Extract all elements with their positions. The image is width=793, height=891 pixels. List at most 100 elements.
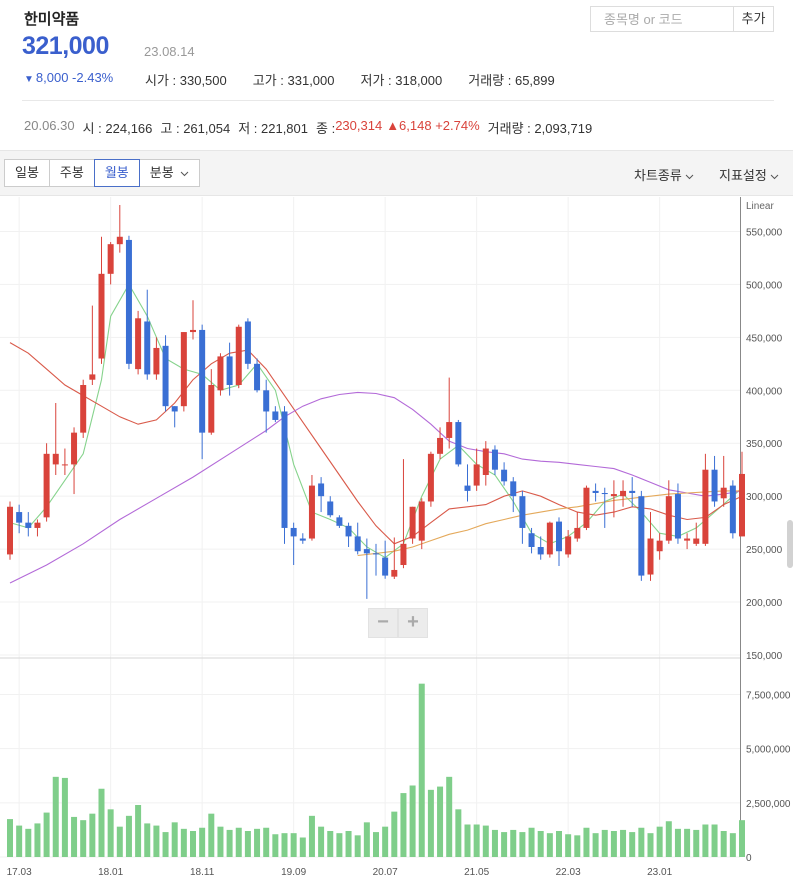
- candle: [308, 475, 315, 541]
- candle: [354, 522, 361, 555]
- volume-bar: [354, 835, 361, 857]
- price-chart[interactable]: Linear 550,000 500,000 450,000 400,000 350,0…: [0, 197, 793, 886]
- volume-bars: [7, 683, 745, 857]
- hover-high: 고 : 261,054: [160, 121, 231, 136]
- chart-type-menu[interactable]: 차트종류: [634, 165, 694, 184]
- candle: [473, 448, 480, 491]
- candle-body: [446, 422, 453, 438]
- volume-bar: [464, 824, 471, 857]
- volume-bar: [638, 827, 645, 857]
- candle: [52, 403, 59, 475]
- price-tick-label: 200,000: [746, 598, 783, 609]
- volume-bar: [116, 826, 123, 857]
- candle-body: [455, 422, 462, 465]
- volume-bar: [299, 837, 306, 857]
- daily-stats: 시가 : 330,500 고가 : 331,000 저가 : 318,000 거…: [145, 70, 581, 89]
- candle: [107, 242, 114, 285]
- candle: [199, 324, 206, 460]
- candle: [217, 353, 224, 396]
- volume-bar: [98, 788, 105, 857]
- hover-open: 시 : 224,166: [82, 121, 153, 136]
- moving-averages: [9, 283, 743, 584]
- candle-body: [620, 490, 627, 497]
- chart-type-label: 차트종류: [634, 168, 682, 183]
- volume-bar: [71, 816, 78, 857]
- stock-name: 한미약품: [24, 11, 80, 28]
- candle: [190, 300, 196, 340]
- price-tick-label: 450,000: [746, 333, 783, 344]
- candle-body: [116, 236, 123, 245]
- price-tick-label: 300,000: [746, 492, 783, 503]
- x-tick-label: 23.01: [647, 867, 672, 878]
- volume-bar: [519, 832, 526, 857]
- candle-body: [98, 273, 105, 359]
- candle-body: [125, 239, 132, 364]
- volume-bar: [720, 831, 727, 857]
- volume-bar: [208, 813, 215, 857]
- indicator-menu[interactable]: 지표설정: [719, 165, 779, 184]
- volume-bar: [107, 809, 114, 857]
- candle: [16, 504, 23, 534]
- tab-daily[interactable]: 일봉: [4, 159, 50, 187]
- candle: [610, 480, 617, 518]
- candle-body: [199, 329, 206, 433]
- volume-bar: [162, 832, 169, 857]
- candle-body: [153, 347, 160, 375]
- volume-bar: [391, 811, 398, 857]
- candle: [601, 487, 608, 528]
- add-button[interactable]: 추가: [734, 6, 774, 32]
- candle: [501, 462, 508, 486]
- zoom-in-button[interactable]: +: [398, 608, 428, 638]
- volume-bar: [363, 822, 370, 857]
- candle-body: [208, 385, 215, 433]
- candle: [61, 448, 68, 475]
- tab-minute[interactable]: 분봉: [138, 159, 201, 187]
- candle: [665, 480, 672, 544]
- candle-body: [638, 496, 645, 576]
- x-tick-label: 19.09: [281, 867, 306, 878]
- volume-bar: [409, 785, 416, 857]
- volume-bar: [629, 832, 636, 857]
- x-tick-label: 18.11: [190, 867, 215, 878]
- candle: [116, 205, 123, 253]
- candle-body: [592, 490, 599, 493]
- tab-monthly[interactable]: 월봉: [93, 159, 140, 187]
- volume-bar: [373, 832, 379, 857]
- candle: [565, 530, 572, 558]
- candle-body: [501, 469, 508, 482]
- candle: [409, 506, 416, 544]
- price-tick-label: 400,000: [746, 386, 783, 397]
- volume-bar: [427, 789, 434, 857]
- search-input[interactable]: [604, 12, 724, 27]
- volume-bar: [418, 683, 425, 857]
- zoom-out-button[interactable]: −: [368, 608, 398, 638]
- candle: [647, 512, 654, 581]
- volume-bar: [336, 833, 343, 857]
- candle-body: [144, 321, 151, 375]
- volume-bar: [565, 834, 572, 857]
- candle: [693, 522, 700, 546]
- scroll-handle[interactable]: [787, 520, 793, 568]
- candle-body: [720, 487, 727, 499]
- volume-bar: [400, 793, 407, 857]
- trade-volume: 거래량 : 65,899: [468, 73, 555, 88]
- candle-body: [272, 411, 279, 420]
- volume-axis: 7,500,000 5,000,000 2,500,000 0: [746, 691, 791, 865]
- tab-weekly[interactable]: 주봉: [48, 159, 95, 187]
- volume-bar: [491, 829, 498, 857]
- candle: [427, 451, 434, 507]
- volume-bar: [34, 823, 41, 857]
- chart-area[interactable]: Linear 550,000 500,000 450,000 400,000 350,0…: [0, 197, 793, 886]
- volume-bar: [308, 815, 315, 857]
- candle-body: [61, 464, 68, 466]
- candle-body: [556, 521, 562, 552]
- volume-bar: [318, 826, 325, 857]
- candle: [135, 310, 142, 375]
- candle: [318, 477, 325, 513]
- candle: [281, 406, 288, 544]
- candle-body: [674, 494, 681, 539]
- candle: [574, 512, 581, 542]
- hover-low: 저 : 221,801: [238, 121, 308, 136]
- candle-body: [135, 318, 142, 370]
- volume-bar: [290, 833, 297, 857]
